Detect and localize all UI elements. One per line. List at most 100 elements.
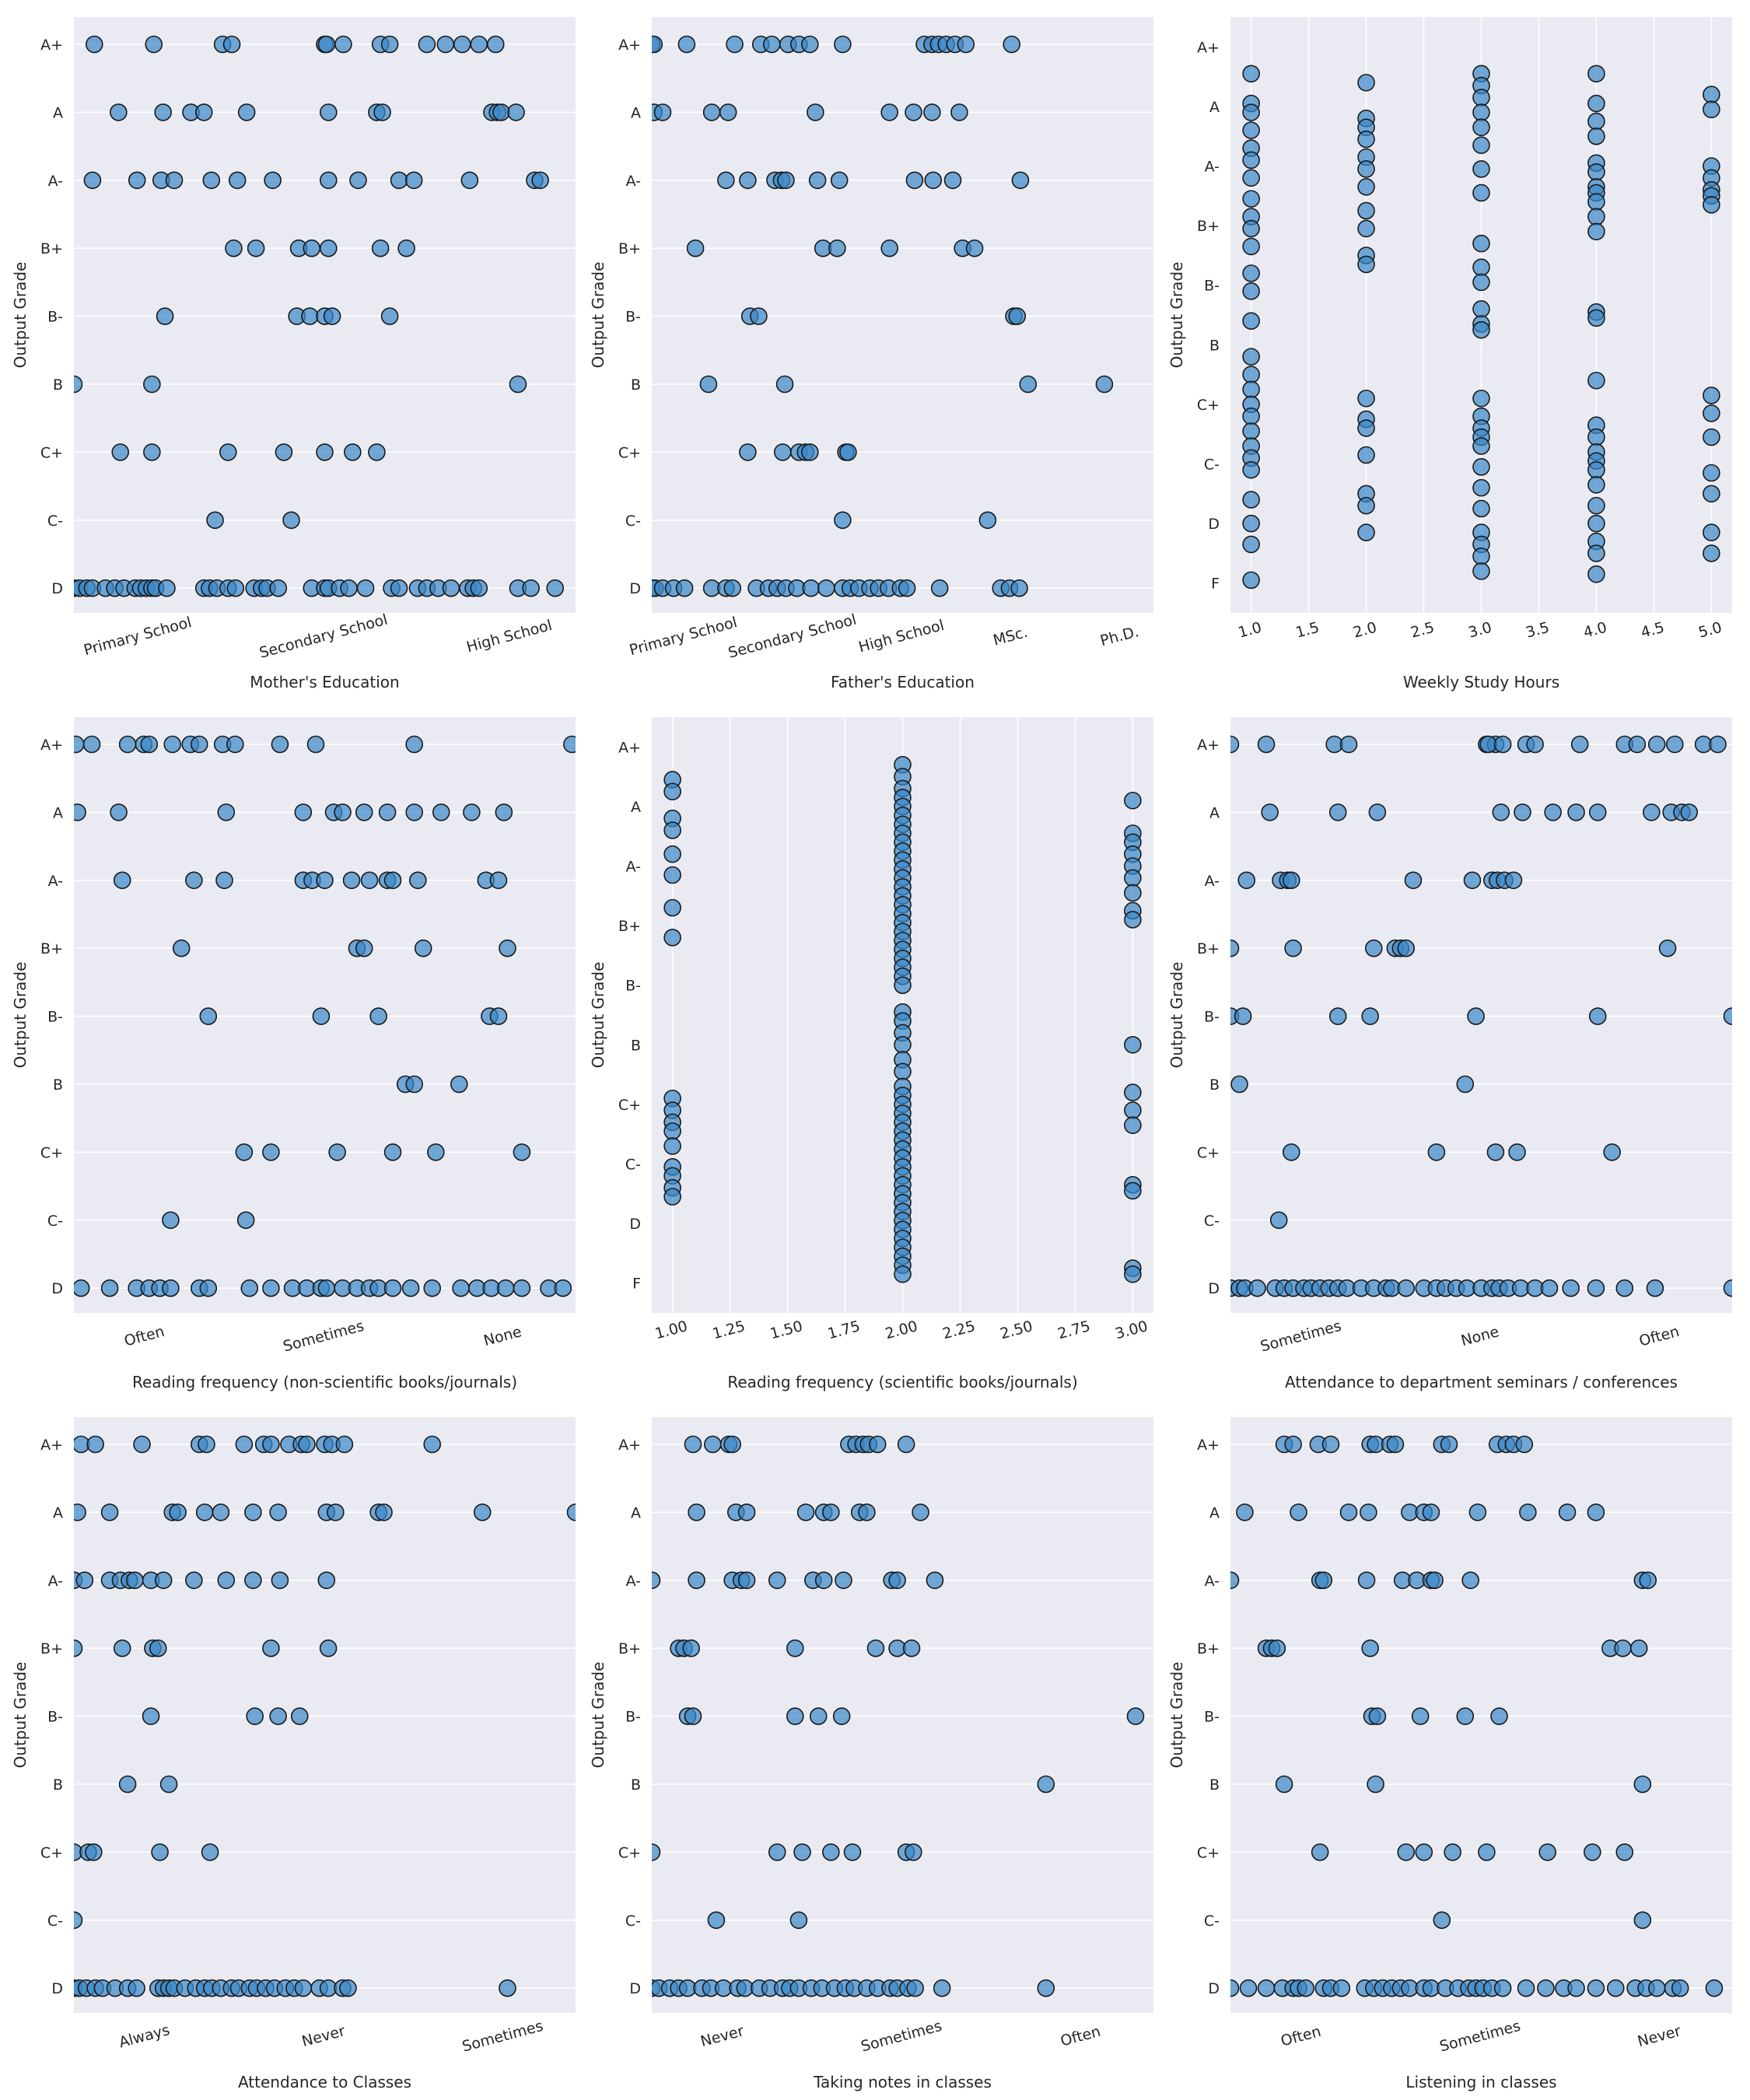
- data-point: [652, 35, 663, 54]
- data-point: [294, 1979, 313, 1997]
- data-point: [1427, 1143, 1446, 1161]
- y-tick-label: B-: [625, 309, 641, 326]
- data-point: [663, 898, 681, 917]
- x-tick-label: Sometimes: [282, 1318, 366, 1356]
- data-point: [1230, 1075, 1248, 1094]
- data-point: [1647, 735, 1666, 754]
- x-axis-label: Attendance to Classes: [238, 2073, 411, 2091]
- y-tick-label: A-: [626, 173, 641, 190]
- data-point: [185, 1571, 203, 1590]
- y-tick-label: A: [1209, 99, 1220, 116]
- data-point: [486, 35, 505, 54]
- data-point: [809, 1707, 828, 1725]
- data-point: [1242, 219, 1260, 238]
- x-tick-label: 2.0: [1352, 619, 1379, 642]
- y-tick-label: C+: [618, 444, 641, 461]
- data-point: [489, 871, 508, 890]
- data-point: [463, 803, 481, 821]
- data-point: [1357, 219, 1375, 238]
- data-point: [1284, 939, 1302, 957]
- y-tick-label: A+: [1197, 39, 1220, 56]
- y-axis-label: Output Grade: [1167, 1662, 1186, 1769]
- data-point: [383, 1279, 402, 1297]
- x-tick-label: Ph.D.: [1098, 623, 1140, 649]
- data-point: [1493, 1979, 1512, 1997]
- data-point: [839, 443, 857, 461]
- data-point: [702, 103, 721, 121]
- data-point: [1633, 1775, 1652, 1794]
- data-point: [85, 35, 103, 54]
- data-point: [154, 103, 172, 121]
- data-point: [235, 1435, 254, 1454]
- data-point: [802, 579, 821, 597]
- data-point: [926, 1571, 944, 1590]
- x-axis-label: Mother's Education: [250, 673, 399, 691]
- y-tick-label: A: [1209, 1504, 1220, 1521]
- data-point: [194, 103, 213, 121]
- data-point: [199, 1007, 218, 1025]
- y-tick-label: A: [53, 1504, 63, 1521]
- data-point: [1411, 1707, 1430, 1725]
- data-point: [1587, 208, 1605, 226]
- data-point: [1124, 869, 1142, 887]
- x-axis-label: Reading frequency (scientific books/jour…: [727, 1373, 1077, 1391]
- x-axis-label: Listening in classes: [1405, 2073, 1556, 2091]
- data-point: [128, 1979, 145, 1997]
- data-point: [159, 1775, 178, 1794]
- y-tick-label: B: [1209, 1776, 1220, 1794]
- data-point: [1614, 1639, 1632, 1657]
- x-tick-label: 2.5: [1409, 619, 1437, 642]
- data-point: [723, 1435, 741, 1454]
- y-axis-label: Output Grade: [11, 262, 30, 369]
- y-tick-label: C-: [47, 1213, 63, 1230]
- data-point: [360, 871, 379, 890]
- data-point: [832, 1707, 851, 1725]
- data-point: [156, 307, 174, 325]
- y-tick-label: A: [1209, 804, 1220, 821]
- subplot-9: A+ A A- B+ B- B C+ C- D Often Sometimes Never Listen…: [1167, 1417, 1732, 2091]
- x-tick-label: Never: [300, 2022, 348, 2050]
- data-point: [82, 735, 101, 754]
- data-point: [1124, 884, 1142, 902]
- y-tick-label: A-: [48, 1573, 63, 1590]
- data-point: [924, 171, 943, 190]
- data-point: [822, 1503, 840, 1521]
- data-point: [843, 1843, 862, 1861]
- data-point: [1242, 571, 1260, 590]
- data-point: [312, 1007, 331, 1025]
- data-point: [319, 171, 338, 190]
- data-point: [509, 375, 527, 394]
- y-tick-label: B-: [625, 1709, 641, 1726]
- data-point: [1124, 1265, 1142, 1283]
- data-point: [1124, 1101, 1142, 1119]
- data-point: [1587, 1279, 1605, 1297]
- data-point: [699, 375, 718, 394]
- data-point: [1239, 1979, 1258, 1997]
- y-axis-label: Output Grade: [589, 962, 607, 1069]
- data-point: [1368, 803, 1387, 821]
- data-point: [1472, 273, 1490, 292]
- data-point: [1284, 1435, 1302, 1454]
- data-point: [965, 239, 984, 257]
- data-point: [1723, 1279, 1732, 1297]
- data-point: [378, 803, 397, 821]
- data-point: [269, 579, 288, 597]
- y-tick-label: B+: [40, 1640, 63, 1657]
- data-point: [339, 1979, 357, 1997]
- data-point: [1422, 1503, 1440, 1521]
- data-point: [835, 1571, 852, 1590]
- x-tick-label: 4.5: [1639, 619, 1666, 642]
- data-point: [858, 1503, 876, 1521]
- data-point: [1242, 348, 1260, 366]
- data-point: [369, 1007, 387, 1025]
- data-point: [1124, 1083, 1142, 1101]
- data-point: [1567, 1979, 1585, 1997]
- data-point: [652, 1843, 661, 1861]
- y-tick-label: D: [629, 580, 641, 597]
- data-point: [801, 443, 819, 461]
- data-point: [1486, 1143, 1505, 1161]
- x-tick-label: 2.00: [884, 1318, 920, 1342]
- y-tick-label: B: [631, 1037, 641, 1054]
- data-point: [652, 1571, 661, 1590]
- data-point: [1339, 1503, 1358, 1521]
